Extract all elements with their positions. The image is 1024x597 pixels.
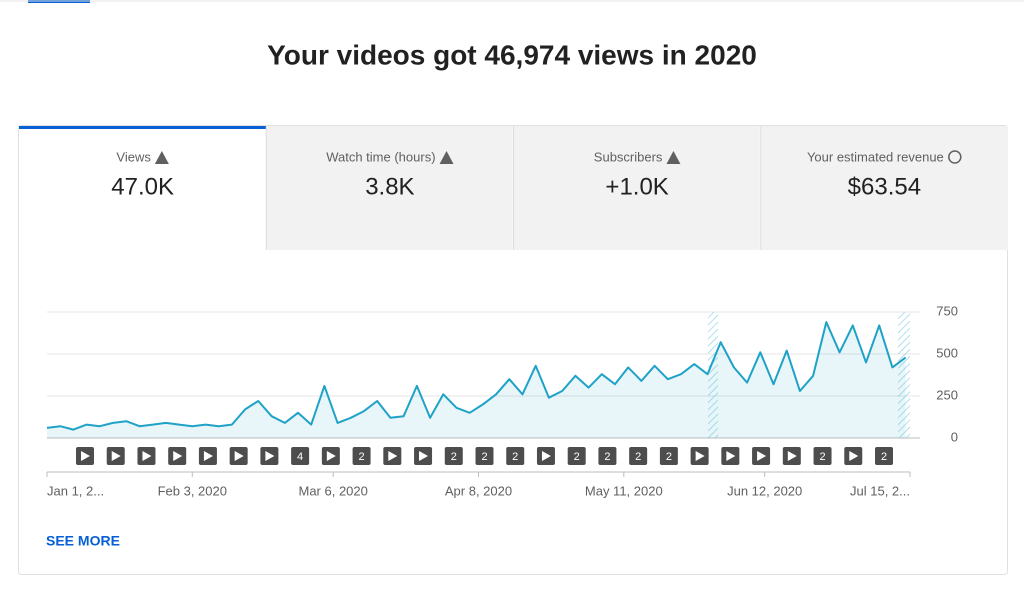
y-tick-label: 500 <box>936 345 958 360</box>
hatched-region <box>898 312 910 438</box>
warning-icon <box>154 151 169 164</box>
warning-icon <box>439 151 454 164</box>
x-tick-label: Mar 6, 2020 <box>299 483 368 498</box>
y-tick-label: 0 <box>951 429 958 444</box>
video-marker <box>567 447 586 465</box>
video-marker-count: 4 <box>297 451 303 463</box>
play-icon <box>111 451 121 461</box>
play-icon <box>203 451 213 461</box>
x-tick-label: Jan 1, 2... <box>47 483 104 498</box>
play-icon <box>173 451 183 461</box>
video-marker <box>813 447 832 465</box>
tab-value: 3.8K <box>365 173 414 200</box>
play-icon <box>419 451 429 461</box>
tab[interactable]: Watch time (hours) 3.8K <box>265 126 513 250</box>
play-icon <box>849 451 859 461</box>
x-tick-label: Apr 8, 2020 <box>445 483 512 498</box>
tab-label: Views <box>116 149 151 164</box>
x-tick-label: May 11, 2020 <box>585 483 663 498</box>
tab-value: $63.54 <box>848 173 921 200</box>
video-marker-count: 2 <box>666 451 672 463</box>
video-marker-count: 2 <box>635 451 641 463</box>
video-marker-count: 2 <box>604 451 610 463</box>
video-marker <box>444 447 463 465</box>
play-icon <box>695 451 705 461</box>
y-tick-label: 750 <box>936 303 958 318</box>
y-tick-label: 250 <box>936 387 958 402</box>
play-icon <box>757 451 767 461</box>
play-icon <box>234 451 244 461</box>
video-marker-count: 2 <box>819 451 825 463</box>
tab-selected-bar <box>19 126 267 129</box>
tab-label: Subscribers <box>594 149 663 164</box>
page-title: Your videos got 46,974 views in 2020 <box>267 39 757 70</box>
video-marker-count: 2 <box>881 451 887 463</box>
tab-label: Watch time (hours) <box>326 149 435 164</box>
see-more-link[interactable]: SEE MORE <box>46 533 120 549</box>
x-tick-label: Feb 3, 2020 <box>158 483 227 498</box>
video-marker <box>352 447 371 465</box>
hatched-region <box>708 312 718 438</box>
tab-value: 47.0K <box>111 173 174 200</box>
clock-icon <box>948 150 962 164</box>
video-marker-count: 2 <box>574 451 580 463</box>
video-marker-count: 2 <box>481 451 487 463</box>
x-tick-label: Jul 15, 2... <box>850 483 910 498</box>
video-marker-count: 2 <box>512 451 518 463</box>
tab-background <box>19 126 266 250</box>
x-tick-label: Jun 12, 2020 <box>727 483 802 498</box>
tab-value: +1.0K <box>605 173 668 200</box>
tab[interactable]: Subscribers +1.0K <box>513 126 760 250</box>
warning-icon <box>666 151 681 164</box>
play-icon <box>388 451 398 461</box>
tab[interactable]: Your estimated revenue $63.54 <box>760 126 1008 250</box>
tab-background <box>760 126 1008 250</box>
video-marker <box>291 447 310 465</box>
play-icon <box>541 451 551 461</box>
tab-label: Your estimated revenue <box>807 149 944 164</box>
video-marker <box>659 447 678 465</box>
play-icon <box>142 451 152 461</box>
play-icon <box>787 451 797 461</box>
line <box>46 321 907 431</box>
video-marker <box>475 447 494 465</box>
play-icon <box>326 451 336 461</box>
video-marker <box>506 447 525 465</box>
video-marker <box>875 447 893 465</box>
video-marker-count: 2 <box>359 451 365 463</box>
tab-background <box>513 126 760 250</box>
area <box>47 322 906 438</box>
play-icon <box>726 451 736 461</box>
video-marker-count: 2 <box>451 451 457 463</box>
play-icon <box>265 451 275 461</box>
video-marker <box>629 447 648 465</box>
tab-background <box>266 126 513 250</box>
play-icon <box>81 451 90 461</box>
video-marker <box>598 447 617 465</box>
tab[interactable]: Views 47.0K <box>19 126 267 250</box>
